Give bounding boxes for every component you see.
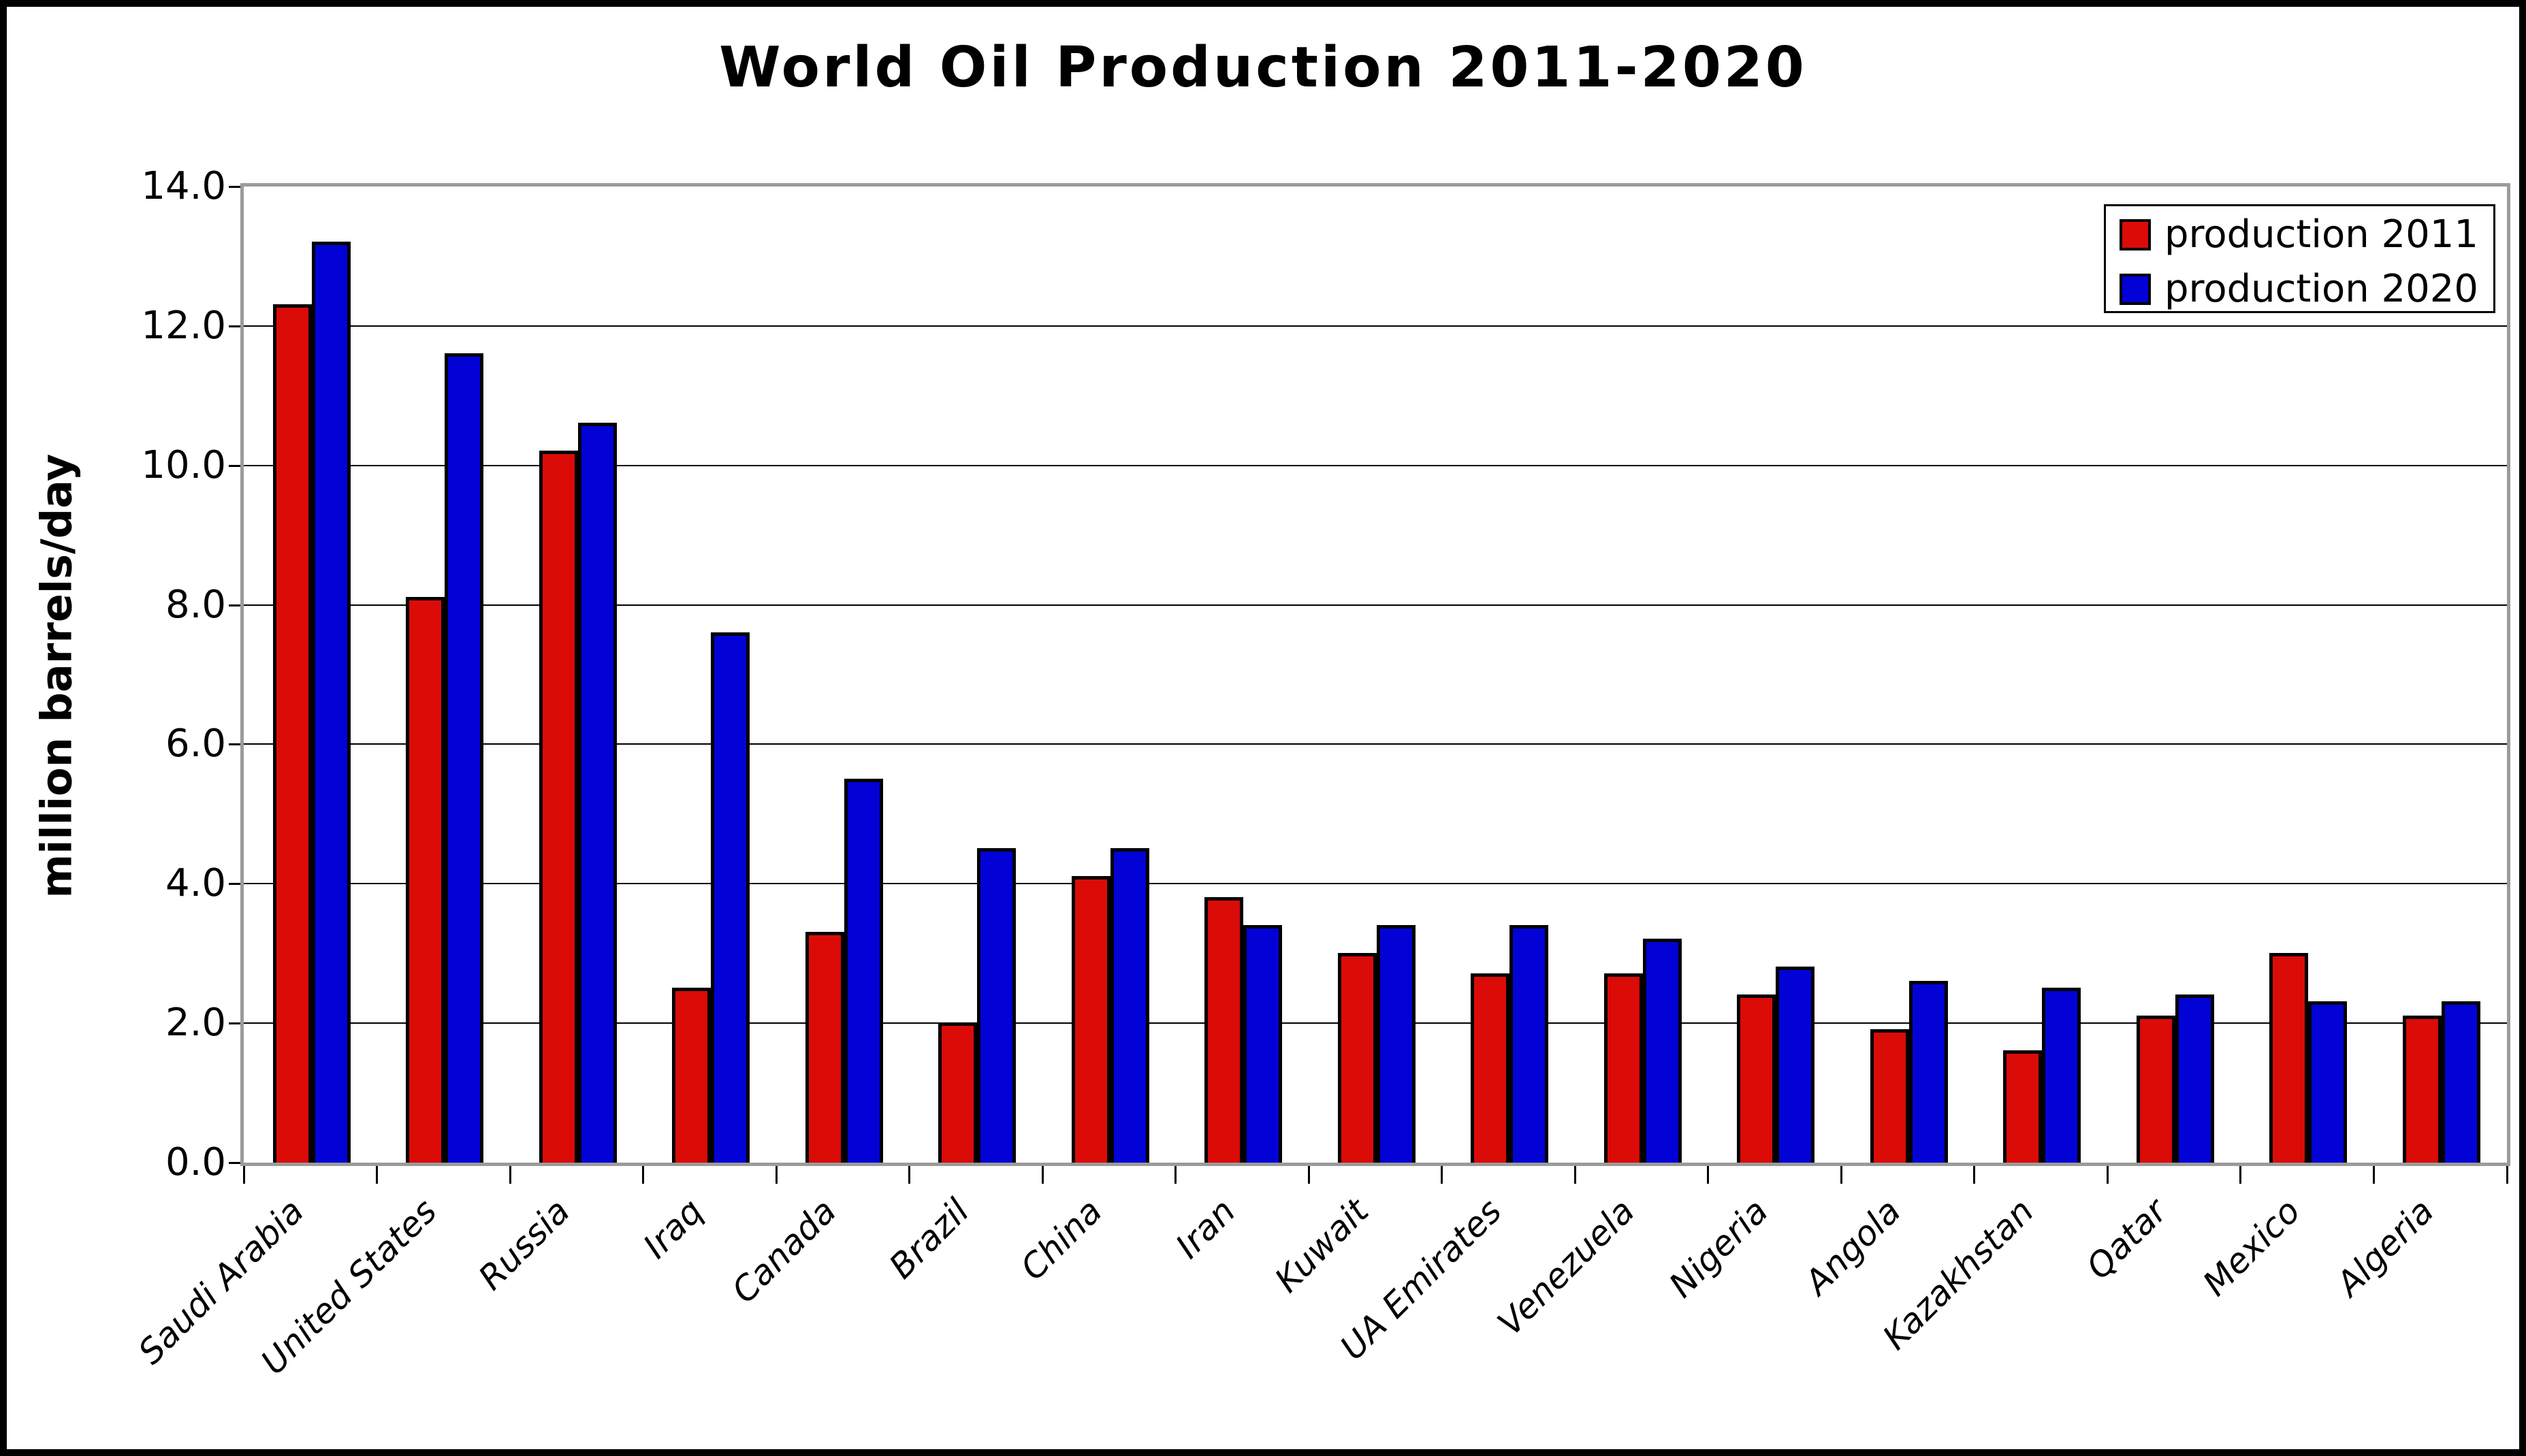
y-tick-14 — [229, 186, 240, 188]
bar-qatar-production-2011 — [2136, 1015, 2175, 1163]
y-tick-12 — [229, 325, 240, 327]
y-tick-label-2: 2.0 — [165, 1001, 226, 1046]
legend-label-2011: production 2011 — [2164, 212, 2479, 257]
bar-united-states-production-2020 — [445, 353, 484, 1163]
bar-iraq-production-2020 — [711, 632, 750, 1163]
bar-mexico-production-2011 — [2269, 952, 2309, 1163]
x-tick-2 — [509, 1166, 511, 1184]
chart-title: World Oil Production 2011-2020 — [719, 35, 1807, 100]
y-tick-label-6: 6.0 — [165, 722, 226, 766]
gridline-4 — [244, 883, 2507, 885]
y-tick-label-4: 4.0 — [165, 861, 226, 906]
x-tick-16 — [2372, 1166, 2375, 1184]
x-tick-14 — [2106, 1166, 2109, 1184]
x-tick-17 — [2506, 1166, 2508, 1184]
bar-nigeria-production-2020 — [1776, 967, 1815, 1163]
x-tick-6 — [1041, 1166, 1044, 1184]
y-tick-6 — [229, 743, 240, 746]
x-tick-15 — [2239, 1166, 2242, 1184]
x-label-mexico: Mexico — [2195, 1191, 2308, 1304]
gridline-12 — [244, 325, 2507, 327]
bar-algeria-production-2011 — [2402, 1015, 2442, 1163]
bar-ua-emirates-production-2011 — [1471, 973, 1510, 1163]
x-tick-0 — [242, 1166, 245, 1184]
gridline-6 — [244, 743, 2507, 745]
x-label-china: China — [1012, 1191, 1110, 1289]
bar-russia-production-2011 — [539, 451, 578, 1163]
x-label-nigeria: Nigeria — [1661, 1191, 1776, 1306]
x-tick-13 — [1973, 1166, 1976, 1184]
bar-kazakhstan-production-2020 — [2042, 987, 2081, 1163]
gridline-8 — [244, 604, 2507, 606]
x-label-kuwait: Kuwait — [1267, 1191, 1377, 1300]
bar-kazakhstan-production-2011 — [2003, 1050, 2043, 1163]
x-label-canada: Canada — [724, 1191, 844, 1311]
bar-canada-production-2011 — [805, 932, 844, 1163]
bar-venezuela-production-2011 — [1603, 973, 1643, 1163]
bar-saudi-arabia-production-2011 — [272, 304, 312, 1163]
x-label-algeria: Algeria — [2329, 1191, 2442, 1304]
bar-china-production-2011 — [1071, 876, 1110, 1163]
bar-russia-production-2020 — [577, 423, 617, 1163]
bar-saudi-arabia-production-2020 — [311, 241, 351, 1163]
x-tick-4 — [775, 1166, 778, 1184]
x-label-venezuela: Venezuela — [1490, 1191, 1643, 1344]
y-tick-4 — [229, 883, 240, 886]
bar-iraq-production-2011 — [672, 987, 712, 1163]
legend-swatch-2020 — [2120, 274, 2151, 305]
y-tick-label-10: 10.0 — [141, 442, 226, 487]
bar-mexico-production-2020 — [2308, 1001, 2348, 1163]
bar-angola-production-2011 — [1870, 1029, 1909, 1163]
y-axis-title: million barrels/day — [31, 453, 82, 899]
x-tick-7 — [1174, 1166, 1177, 1184]
legend-row-2020: production 2020 — [2120, 270, 2493, 308]
bar-venezuela-production-2020 — [1642, 939, 1682, 1163]
bar-china-production-2020 — [1110, 848, 1149, 1163]
bar-united-states-production-2011 — [406, 597, 445, 1163]
x-label-russia: Russia — [470, 1191, 577, 1298]
y-tick-label-8: 8.0 — [165, 582, 226, 627]
bar-qatar-production-2020 — [2175, 994, 2214, 1163]
x-label-brazil: Brazil — [881, 1191, 977, 1287]
legend: production 2011 production 2020 — [2104, 204, 2495, 313]
x-label-iraq: Iraq — [635, 1191, 711, 1267]
x-tick-11 — [1707, 1166, 1710, 1184]
bar-kuwait-production-2011 — [1337, 952, 1377, 1163]
bar-canada-production-2020 — [844, 778, 883, 1163]
plot-area — [240, 183, 2510, 1166]
x-label-qatar: Qatar — [2079, 1191, 2175, 1287]
bar-brazil-production-2020 — [977, 848, 1017, 1163]
bar-algeria-production-2020 — [2441, 1001, 2480, 1163]
y-tick-8 — [229, 604, 240, 606]
x-tick-3 — [642, 1166, 645, 1184]
x-tick-9 — [1441, 1166, 1443, 1184]
y-tick-label-0: 0.0 — [165, 1140, 226, 1184]
bar-kuwait-production-2020 — [1376, 924, 1416, 1163]
bar-angola-production-2020 — [1908, 980, 1948, 1163]
gridline-10 — [244, 464, 2507, 466]
y-tick-label-12: 12.0 — [141, 303, 226, 348]
bar-iran-production-2011 — [1204, 896, 1244, 1163]
x-tick-5 — [908, 1166, 911, 1184]
y-tick-2 — [229, 1022, 240, 1025]
x-tick-12 — [1840, 1166, 1842, 1184]
x-label-iran: Iran — [1168, 1191, 1243, 1267]
bar-ua-emirates-production-2020 — [1509, 924, 1549, 1163]
x-tick-10 — [1573, 1166, 1576, 1184]
bar-iran-production-2020 — [1243, 924, 1283, 1163]
y-tick-0 — [229, 1162, 240, 1164]
legend-row-2011: production 2011 — [2120, 216, 2493, 254]
bar-brazil-production-2011 — [938, 1022, 978, 1163]
x-tick-1 — [376, 1166, 379, 1184]
x-label-angola: Angola — [1797, 1191, 1909, 1303]
legend-swatch-2011 — [2120, 219, 2151, 250]
y-tick-label-14: 14.0 — [141, 164, 226, 208]
x-tick-8 — [1307, 1166, 1310, 1184]
y-tick-10 — [229, 464, 240, 467]
legend-label-2020: production 2020 — [2164, 267, 2479, 311]
bar-nigeria-production-2011 — [1737, 994, 1776, 1163]
